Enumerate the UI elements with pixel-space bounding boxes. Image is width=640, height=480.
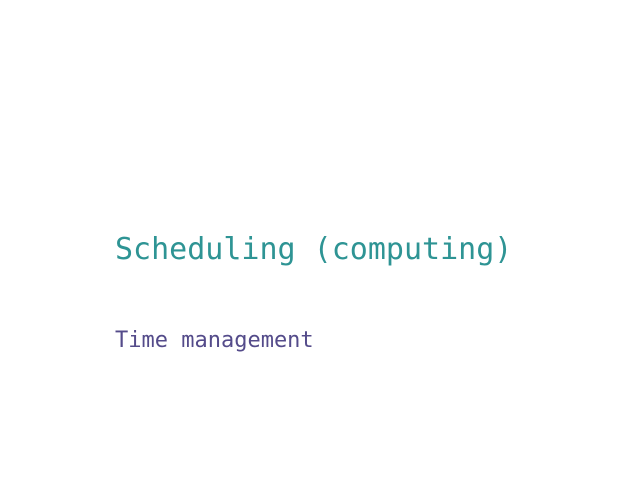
page-subtitle: Time management: [115, 328, 314, 353]
page-title: Scheduling (computing): [115, 232, 513, 267]
